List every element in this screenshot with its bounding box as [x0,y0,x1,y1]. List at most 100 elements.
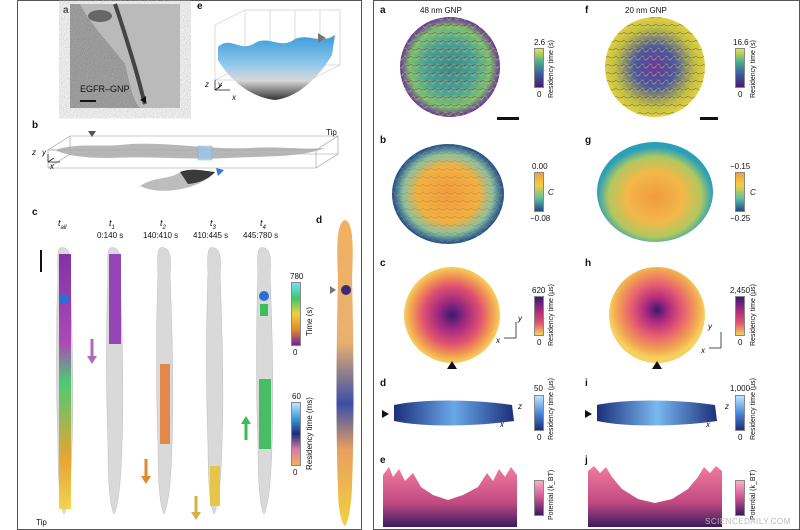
cb-i-max: 1,000 [730,384,751,393]
col-t1-title: t1 [109,218,115,231]
cb-b-max: 0.00 [532,162,548,171]
cb-c-max: 620 [532,286,546,295]
cb-g [735,172,745,212]
panel-f-scale-bar [700,117,718,120]
col-right-title: 20 nm GNP [625,6,667,15]
cb-a [534,48,544,88]
cb-h-title: Residency time (μs) [750,284,757,346]
panel-i-axis-x: x [706,420,710,429]
panel-b-label: b [32,120,39,131]
cb-d [534,395,544,431]
panel-b-axis-y: y [42,148,46,157]
cb-a-min: 0 [537,90,542,99]
col-t1-range: 0:140 s [97,231,124,240]
cb-j-title: Potential (k_BT) [750,469,757,520]
cb-i [735,395,745,431]
cb-f-title: Residency time (s) [750,40,757,98]
right-label-a: a [380,5,386,16]
panel-c-axes [504,322,517,339]
panel-d-axis-z: z [518,402,522,411]
cb-f-max: 16.6 [733,38,749,47]
cb-j [735,480,745,516]
colorbar-time-title: Time (s) [305,306,314,336]
cb-b-min: −0.08 [530,214,551,223]
panel-e-axis-y: y [218,80,222,89]
watermark: SCIENCEDAILY.COM [705,517,791,526]
panel-d-label: d [316,215,323,226]
cb-d-min: 0 [537,433,542,442]
cb-f-min: 0 [738,90,743,99]
colorbar-residency-max: 60 [292,392,301,401]
panel-h-axis-x: x [701,346,705,355]
colorbar-residency [291,402,301,466]
cb-d-title: Residency time (μs) [548,378,555,440]
right-label-c: c [380,258,386,269]
cb-b-title: C [548,188,554,197]
right-label-f: f [585,5,589,16]
panel-j-potential-surface [588,466,722,527]
cb-i-min: 0 [738,433,743,442]
right-label-e: e [380,455,386,466]
panel-b-3d-cell [46,131,340,191]
colorbar-residency-title: Residency time (ms) [305,397,314,470]
panel-c-axis-y: y [518,314,522,323]
cb-c [534,296,544,336]
panel-h-axis-y: y [708,322,712,331]
right-label-b: b [380,135,387,146]
cb-h [735,296,745,336]
cb-e-title: Potential (k_BT) [548,469,555,520]
right-label-h: h [585,258,592,269]
right-label-i: i [585,378,588,389]
panel-d-axis-x: x [500,420,504,429]
col-tall-title: tall [58,218,67,231]
panel-b-axis-z: z [32,148,36,157]
panel-c-scale-bar [40,250,42,272]
col-t2-range: 140:410 s [143,231,179,240]
cb-c-title: Residency time (μs) [548,284,555,346]
right-label-g: g [585,135,592,146]
right-label-j: j [585,455,588,466]
panel-e-label: e [197,1,203,12]
cb-h-max: 2,450 [730,286,751,295]
cb-c-min: 0 [537,338,542,347]
panel-c-label: c [32,207,38,218]
colorbar-residency-min: 0 [293,468,298,477]
col-t4-range: 445:780 s [243,231,279,240]
panel-d-residency-cell [330,220,354,526]
panel-e-axis-x: x [232,93,236,102]
panel-e-surface-plot [214,9,341,100]
panel-e-axis-z: z [205,80,209,89]
cb-h-min: 0 [738,338,743,347]
panel-b-tip-label: Tip [326,128,337,137]
cb-a-max: 2.6 [534,38,546,47]
colorbar-time-min: 0 [293,348,298,357]
panel-b-axis-x: x [50,162,54,171]
col-t3-range: 410:445 s [193,231,229,240]
panel-c-residency-ball [404,267,500,369]
colorbar-time [291,282,301,346]
panel-a-annotation: EGFR–GNP [80,84,130,94]
panel-c-axis-x: x [496,336,500,345]
right-label-d: d [380,378,387,389]
panel-a-micrograph [70,3,180,108]
panel-a-trajectory-ball [400,17,500,117]
panel-i-side-view [585,400,717,426]
panel-d-side-view [382,400,514,426]
cb-b [534,172,544,212]
cb-i-title: Residency time (μs) [750,378,757,440]
colorbar-time-max: 780 [290,272,304,281]
cb-a-title: Residency time (s) [548,40,555,98]
panel-i-axis-z: z [725,402,729,411]
col-t4-title: t4 [260,218,266,231]
panel-h-residency-ball [609,267,705,369]
panel-h-axes [709,332,722,349]
cb-f [735,48,745,88]
cb-g-max: −0.15 [730,162,751,171]
panel-c-tip-label: Tip [36,518,47,527]
col-left-title: 48 nm GNP [420,6,462,15]
panel-c-trajectories [56,247,274,520]
panel-b-curvature-ball [392,144,504,244]
panel-a-label: a [63,5,69,16]
cb-g-min: −0.25 [730,214,751,223]
panel-f-trajectory-ball [605,17,705,117]
